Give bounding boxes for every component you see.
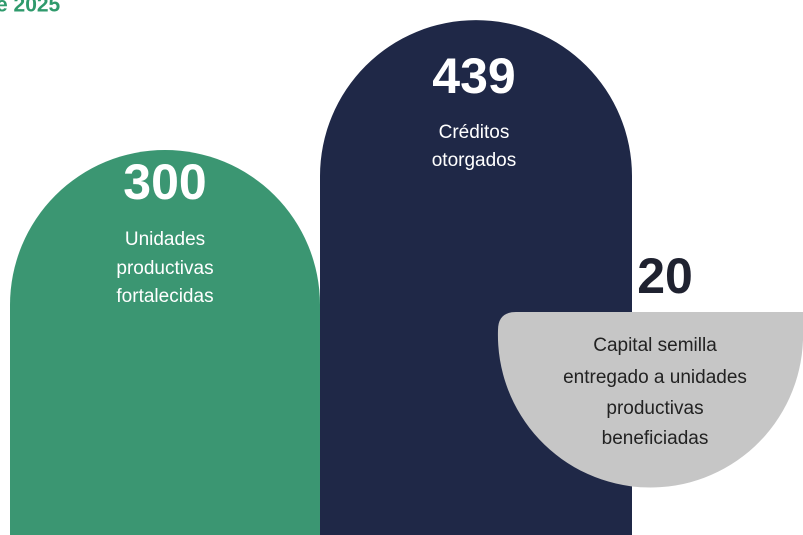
stat-label: fortalecidas <box>116 286 213 307</box>
stat-label: productivas <box>116 258 213 279</box>
gray-drop <box>497 312 803 488</box>
stat-label: Créditos <box>439 122 510 143</box>
stat-label: otorgados <box>432 150 517 171</box>
stat-number: 20 <box>637 248 693 304</box>
stat-number: 439 <box>432 48 515 104</box>
title: e 2025 <box>0 0 61 17</box>
stat-label: productivas <box>606 398 703 419</box>
stat-label: Capital semilla <box>593 335 717 356</box>
stat-label: beneficiadas <box>602 428 709 449</box>
stat-label: Unidades <box>125 229 205 250</box>
green-arch <box>10 150 320 535</box>
stat-label: entregado a unidades <box>563 367 747 388</box>
stat-number: 300 <box>123 154 206 210</box>
